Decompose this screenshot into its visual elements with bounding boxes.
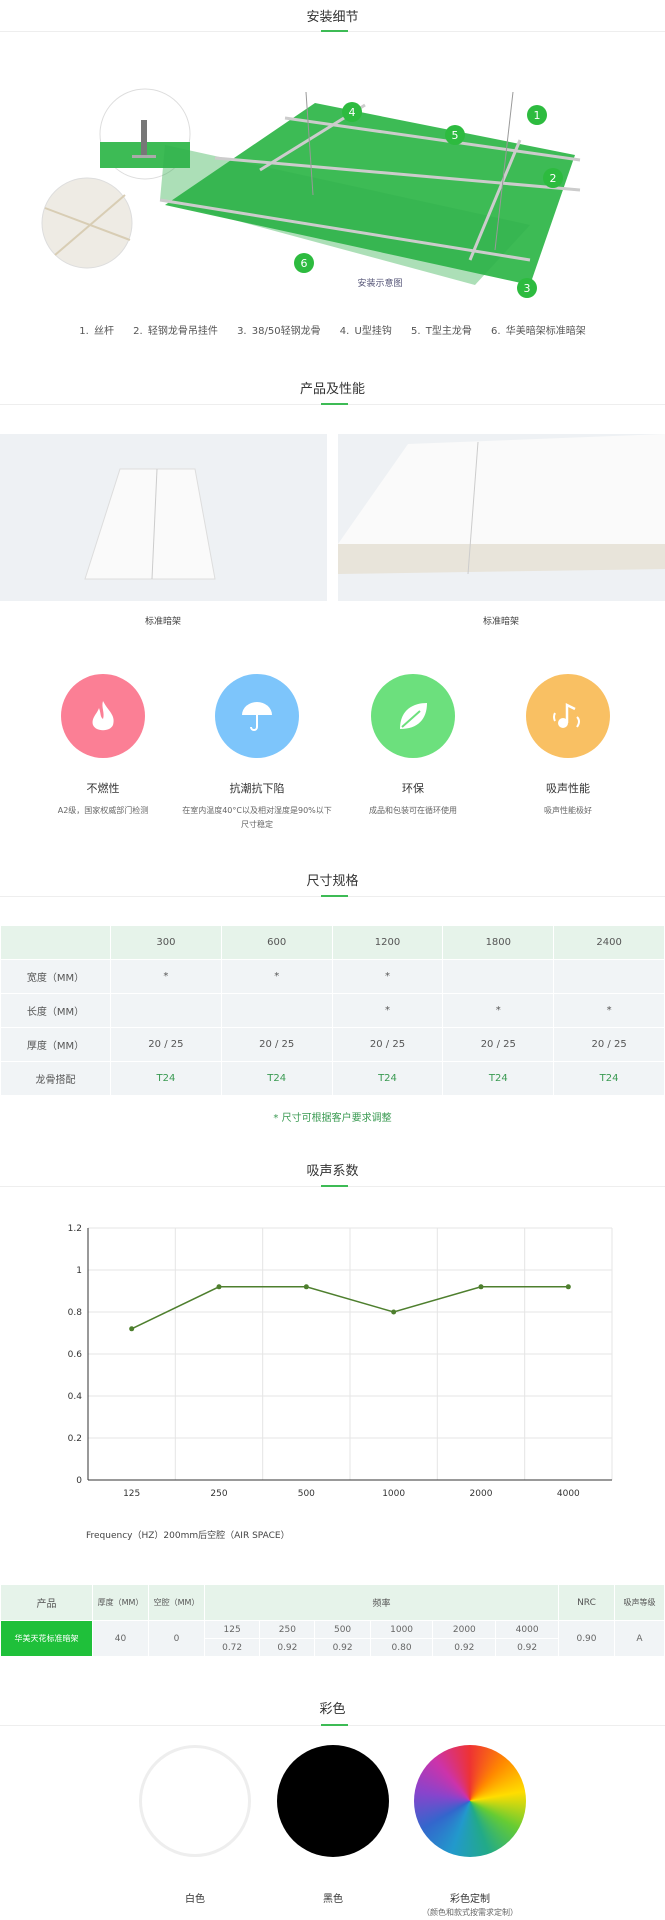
data-point: [129, 1326, 135, 1332]
table-row: 0.72 0.92 0.92 0.80 0.92 0.92: [1, 1638, 665, 1657]
install-diagram: 1 2 3 4 5 6 安装示意图: [41, 88, 581, 298]
product-image-1: [0, 434, 327, 601]
section-title-acoustic: 吸声系数: [306, 1164, 359, 1179]
series-line: [131, 1286, 569, 1330]
feature-moisture: 抗潮抗下陷 在室内温度40°C以及相对湿度是90%以下 尺寸稳定: [177, 674, 337, 832]
header-cell: 1800: [442, 925, 555, 960]
leaf-icon: [371, 674, 455, 758]
color-label: 彩色定制: [450, 1894, 490, 1905]
size-note: * 尺寸可根据客户要求调整: [273, 1113, 392, 1124]
umbrella-icon: [215, 674, 299, 758]
data-point: [391, 1309, 397, 1315]
y-tick-label: 0: [76, 1476, 82, 1486]
table-row: 厚度（MM） 20 / 25 20 / 25 20 / 25 20 / 25 20 / 2…: [0, 1027, 665, 1062]
color-label: 白色: [185, 1894, 205, 1905]
color-sublabel: （颜色和款式按需求定制）: [422, 1908, 518, 1917]
section-title-color: 彩色: [319, 1702, 346, 1717]
title-underline: [321, 403, 348, 405]
size-table: 300 600 1200 1800 2400 宽度（MM） * * * 长度（MM） *…: [0, 925, 665, 1096]
x-tick-label: 125: [123, 1489, 140, 1499]
feature-acoustic: 吸声性能 吸声性能极好: [488, 674, 648, 818]
data-point: [565, 1284, 571, 1290]
feature-desc: 吸声性能极好: [544, 806, 592, 815]
marker-5: 5: [452, 129, 459, 142]
diagram-caption: 安装示意图: [357, 277, 402, 289]
legend-item: 3. 38/50轻钢龙骨: [237, 326, 321, 337]
marker-1: 1: [534, 109, 541, 122]
title-underline: [321, 1185, 348, 1187]
table-header-row: 300 600 1200 1800 2400: [0, 925, 665, 960]
legend-item: 6. 华美暗架标准暗架: [491, 326, 586, 337]
header-cell: 300: [110, 925, 222, 960]
feature-title: 环保: [402, 782, 424, 795]
data-point: [478, 1284, 484, 1290]
header-cell: 2400: [553, 925, 665, 960]
y-tick-label: 0.4: [68, 1392, 83, 1402]
x-tick-label: 500: [298, 1489, 315, 1499]
marker-2: 2: [550, 172, 557, 185]
legend-item: 5. T型主龙骨: [411, 326, 472, 337]
table-row: 华美天花标准暗架 40 0 125 250 500 1000 2000 4000…: [0, 1620, 665, 1657]
feature-title: 抗潮抗下陷: [229, 782, 285, 795]
feature-title: 不燃性: [86, 782, 120, 795]
header-cell: 1200: [331, 925, 444, 960]
table-header-row: 产品 厚度（MM） 空腔（MM） 频率 NRC 吸声等级: [0, 1584, 665, 1621]
title-underline: [321, 895, 348, 897]
feature-fireproof: 不燃性 A2级，国家权威部门检测: [23, 674, 183, 818]
product-caption-2: 标准暗架: [482, 617, 519, 627]
feature-desc: 成品和包装可在循环使用: [369, 806, 457, 815]
x-tick-label: 250: [210, 1489, 227, 1499]
table-row: 龙骨搭配 T24 T24 T24 T24 T24: [0, 1061, 665, 1096]
y-tick-label: 0.6: [68, 1350, 83, 1360]
product-image-2: [338, 434, 665, 601]
marker-6: 6: [301, 257, 308, 270]
color-label: 黑色: [323, 1894, 343, 1905]
title-underline: [321, 30, 348, 32]
absorption-chart: 0 0.2 0.4 0.6 0.8 1 1.2 125 250 500 1000 2000 4000: [68, 1224, 613, 1499]
fire-icon: [61, 674, 145, 758]
y-tick-label: 1.2: [68, 1224, 82, 1234]
color-swatch-black: [277, 1745, 389, 1857]
marker-3: 3: [524, 282, 531, 295]
x-tick-label: 4000: [557, 1489, 580, 1499]
data-point: [303, 1284, 309, 1290]
title-underline: [321, 1724, 348, 1726]
y-tick-label: 1: [76, 1266, 82, 1276]
color-swatch-white: [139, 1745, 251, 1857]
section-title-size: 尺寸规格: [306, 874, 359, 889]
y-tick-label: 0.2: [68, 1434, 82, 1444]
feature-desc: 尺寸稳定: [241, 820, 273, 829]
marker-4: 4: [349, 106, 356, 119]
section-title-product: 产品及性能: [299, 382, 365, 397]
feature-title: 吸声性能: [546, 782, 590, 795]
sound-icon: [526, 674, 610, 758]
x-tick-label: 1000: [382, 1489, 405, 1499]
header-cell: 600: [220, 925, 333, 960]
y-tick-label: 0.8: [68, 1308, 83, 1318]
color-swatch-custom: [414, 1745, 526, 1857]
table-row: 宽度（MM） * * *: [0, 959, 665, 994]
legend-item: 1. 丝杆: [79, 326, 114, 337]
product-caption-1: 标准暗架: [144, 617, 181, 627]
feature-desc: 在室内温度40°C以及相对湿度是90%以下: [182, 806, 332, 815]
data-point: [216, 1284, 222, 1290]
feature-eco: 环保 成品和包装可在循环使用: [333, 674, 493, 818]
legend-item: 2. 轻钢龙骨吊挂件: [133, 326, 218, 337]
chart-xlabel: Frequency（HZ）200mm后空腔（AIR SPACE）: [86, 1531, 290, 1541]
x-tick-label: 2000: [470, 1489, 493, 1499]
install-legend: 1. 丝杆 2. 轻钢龙骨吊挂件 3. 38/50轻钢龙骨 4. U型挂钩 5.…: [0, 322, 665, 337]
section-title-install: 安装细节: [306, 10, 359, 25]
legend-item: 4. U型挂钩: [339, 326, 392, 337]
table-row: 长度（MM） * * *: [0, 993, 665, 1028]
feature-desc: A2级，国家权威部门检测: [57, 806, 149, 815]
acoustic-table: 产品 厚度（MM） 空腔（MM） 频率 NRC 吸声等级 华美天花标准暗架 40…: [0, 1584, 665, 1657]
